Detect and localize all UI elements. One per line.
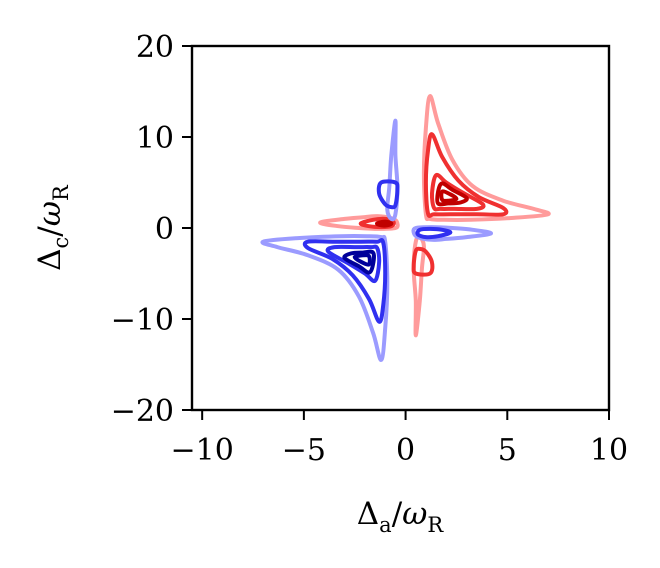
- contour-lines: [260, 94, 551, 362]
- y-label-denom-sub: R: [49, 184, 73, 201]
- x-tick-label-2: 0: [396, 433, 415, 468]
- x-tick-label-0: −10: [171, 433, 234, 468]
- y-tick-label-1: −10: [111, 303, 174, 338]
- contour-positive-mid-2: [429, 172, 486, 212]
- y-axis-label: Δc/ωR: [32, 184, 73, 271]
- x-label-sub: a: [379, 513, 392, 537]
- x-tick-label-4: 10: [590, 433, 628, 468]
- x-axis-label: Δa/ωR: [357, 496, 445, 537]
- tick-labels: −10 −5 0 5 10 −20 −10 0 10 20: [111, 30, 628, 468]
- y-label-sub: c: [49, 237, 73, 249]
- contour-positive-light-0: [421, 94, 551, 222]
- contour-negative-light-15: [411, 225, 494, 242]
- contour-negative-mid-11: [302, 238, 388, 324]
- y-tick-label-0: −20: [111, 394, 174, 429]
- contour-negative-dark-13: [342, 249, 376, 275]
- x-label-denom-sub: R: [427, 513, 444, 537]
- x-tick-label-1: −5: [282, 433, 326, 468]
- x-label-main: Δ: [357, 496, 379, 532]
- contour-negative-light-17: [385, 118, 400, 222]
- contour-positive-mid-9: [411, 246, 435, 277]
- contour-negative-dark-14: [352, 253, 372, 267]
- contour-positive-dark-3: [435, 181, 469, 207]
- contour-positive-dark-4: [439, 189, 459, 203]
- y-label-denom: ω: [32, 201, 68, 226]
- axis-ticks: [182, 45, 610, 420]
- y-tick-label-3: 10: [136, 121, 174, 156]
- contour-negative-mid-18: [376, 179, 400, 210]
- plot-frame: [190, 44, 611, 412]
- y-tick-label-2: 0: [155, 212, 174, 247]
- contour-positive-mid-1: [423, 132, 509, 218]
- y-tick-label-4: 20: [136, 30, 174, 65]
- contour-positive-mid-6: [358, 216, 396, 230]
- contour-negative-light-10: [260, 234, 390, 362]
- contour-negative-mid-16: [415, 226, 453, 240]
- contour-positive-dark-7: [375, 219, 394, 228]
- contour-positive-light-5: [318, 214, 400, 231]
- contour-negative-mid-12: [325, 244, 382, 284]
- x-tick-label-3: 5: [498, 433, 517, 468]
- x-label-denom: ω: [402, 496, 427, 532]
- y-label-main: Δ: [32, 248, 68, 270]
